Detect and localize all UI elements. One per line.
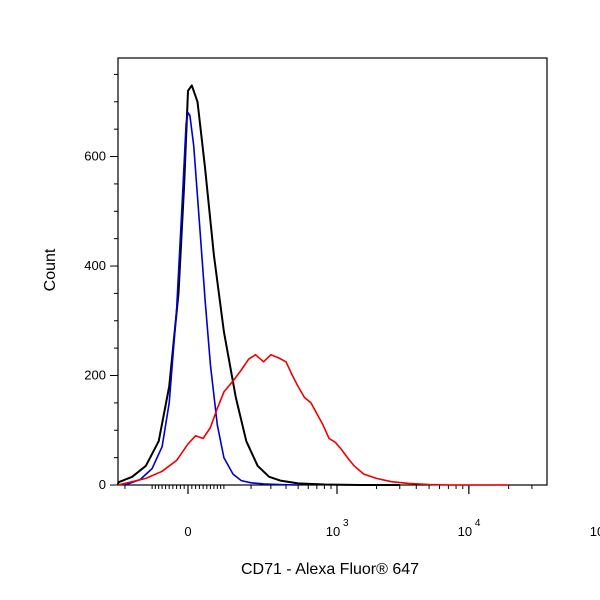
series-line-3 (117, 353, 509, 486)
series-layer (117, 84, 509, 486)
y-tick-label: 0 (99, 477, 106, 492)
x-axis: 0103104105 (124, 485, 600, 539)
series-line-2 (124, 111, 299, 486)
x-axis-title: CD71 - Alexa Fluor® 647 (241, 561, 419, 578)
y-tick-label: 200 (84, 368, 106, 383)
plot-frame (117, 57, 548, 486)
x-tick-exponent: 4 (475, 518, 481, 529)
y-tick-label: 600 (84, 149, 106, 164)
x-tick-exponent: 3 (343, 518, 349, 529)
x-tick-label: 10 (326, 524, 340, 539)
x-tick-label: 0 (184, 524, 191, 539)
y-tick-label: 400 (84, 258, 106, 273)
x-tick-label: 10 (590, 524, 600, 539)
x-tick-label: 10 (458, 524, 472, 539)
y-axis-title: Count (42, 248, 59, 291)
series-line-1 (117, 84, 400, 486)
y-axis: 0 200 400 600 (84, 73, 118, 492)
